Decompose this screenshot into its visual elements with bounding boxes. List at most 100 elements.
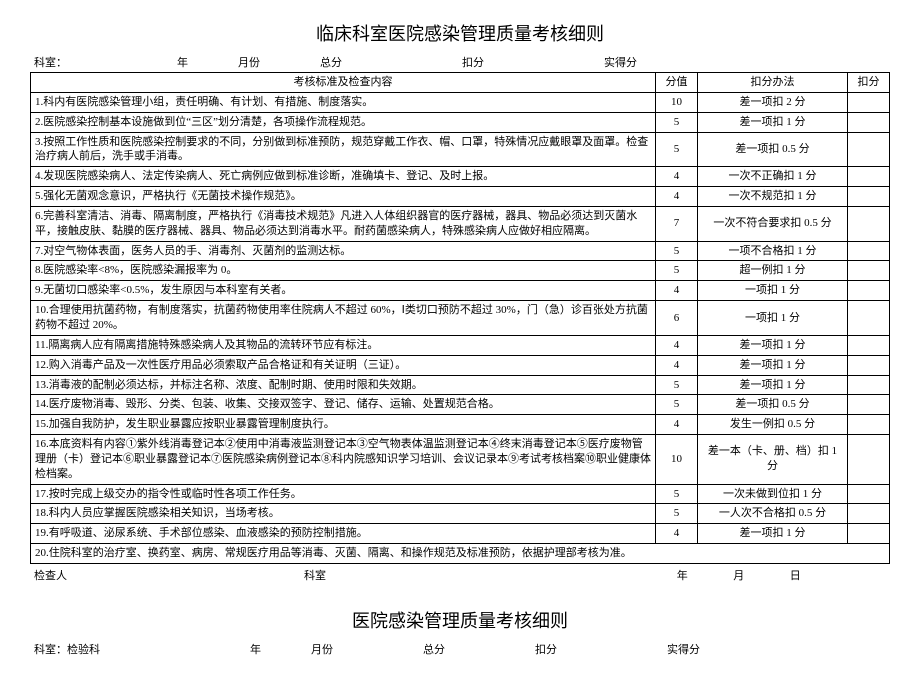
row-content: 3.按照工作性质和医院感染控制要求的不同，分别做到标准预防，规范穿戴工作衣、帽、… (31, 132, 656, 167)
table-row: 15.加强自我防护，发生职业暴露应按职业暴露管理制度执行。4发生一例扣 0.5 … (31, 415, 890, 435)
table-row: 16.本底资料有内容①紫外线消毒登记本②使用中消毒液监测登记本③空气物表体温监测… (31, 435, 890, 485)
row-score: 4 (656, 335, 698, 355)
row-score: 4 (656, 524, 698, 544)
row-score: 5 (656, 375, 698, 395)
row-score: 4 (656, 187, 698, 207)
row-score: 5 (656, 504, 698, 524)
row-deduct (848, 504, 890, 524)
table-row: 7.对空气物体表面，医务人员的手、消毒剂、灭菌剂的监测达标。5一项不合格扣 1 … (31, 241, 890, 261)
row-method: 一项扣 1 分 (698, 301, 848, 336)
row-content: 18.科内人员应掌握医院感染相关知识，当场考核。 (31, 504, 656, 524)
row-content: 10.合理使用抗菌药物，有制度落实，抗菌药物使用率住院病人不超过 60%，Ⅰ类切… (31, 301, 656, 336)
row-deduct (848, 355, 890, 375)
row-deduct (848, 435, 890, 485)
col-score-header: 分值 (656, 73, 698, 93)
table-row: 20.住院科室的治疗室、换药室、病房、常规医疗用品等消毒、灭菌、隔离、和操作规范… (31, 544, 890, 564)
row-score: 4 (656, 415, 698, 435)
row-deduct (848, 375, 890, 395)
row-score: 4 (656, 167, 698, 187)
table-row: 12.购入消毒产品及一次性医疗用品必须索取产品合格证和有关证明（三证）。4差一项… (31, 355, 890, 375)
row-deduct (848, 261, 890, 281)
checker-label: 检查人 (34, 567, 304, 583)
row-content: 19.有呼吸道、泌尿系统、手术部位感染、血液感染的预防控制措施。 (31, 524, 656, 544)
table-row: 5.强化无菌观念意识，严格执行《无菌技术操作规范》。4一次不规范扣 1 分 (31, 187, 890, 207)
row-method: 差一项扣 2 分 (698, 92, 848, 112)
total-label: 总分 (320, 54, 342, 70)
row-content: 13.消毒液的配制必须达标，并标注名称、浓度、配制时期、使用时限和失效期。 (31, 375, 656, 395)
year-label: 年 (177, 54, 188, 70)
row-score: 6 (656, 301, 698, 336)
row-method: 差一本（卡、册、档）扣 1 分 (698, 435, 848, 485)
row-content: 20.住院科室的治疗室、换药室、病房、常规医疗用品等消毒、灭菌、隔离、和操作规范… (31, 544, 890, 564)
table-row: 6.完善科室清洁、消毒、隔离制度，严格执行《消毒技术规范》凡进入人体组织器官的医… (31, 206, 890, 241)
row-deduct (848, 241, 890, 261)
row-method: 差一项扣 1 分 (698, 375, 848, 395)
row-deduct (848, 301, 890, 336)
row-content: 12.购入消毒产品及一次性医疗用品必须索取产品合格证和有关证明（三证）。 (31, 355, 656, 375)
actual2-label: 实得分 (667, 641, 700, 657)
row-method: 差一项扣 1 分 (698, 335, 848, 355)
row-method: 超一例扣 1 分 (698, 261, 848, 281)
table-row: 3.按照工作性质和医院感染控制要求的不同，分别做到标准预防，规范穿戴工作衣、帽、… (31, 132, 890, 167)
footer-date: 年 月 日 (574, 567, 886, 583)
row-content: 17.按时完成上级交办的指令性或临时性各项工作任务。 (31, 484, 656, 504)
doc1-header-row: 科室： 年 月份 总分 扣分 实得分 (30, 54, 890, 70)
table-row: 13.消毒液的配制必须达标，并标注名称、浓度、配制时期、使用时限和失效期。5差一… (31, 375, 890, 395)
total2-label: 总分 (423, 641, 445, 657)
row-score: 10 (656, 92, 698, 112)
row-score: 5 (656, 241, 698, 261)
row-content: 11.隔离病人应有隔离措施特殊感染病人及其物品的流转环节应有标注。 (31, 335, 656, 355)
month-label: 月份 (238, 54, 260, 70)
row-score: 5 (656, 484, 698, 504)
row-content: 2.医院感染控制基本设施做到位“三区”划分清楚，各项操作流程规范。 (31, 112, 656, 132)
assessment-table: 考核标准及检查内容 分值 扣分办法 扣分 1.科内有医院感染管理小组，责任明确、… (30, 72, 890, 564)
col-method-header: 扣分办法 (698, 73, 848, 93)
row-content: 9.无菌切口感染率<0.5%，发生原因与本科室有关者。 (31, 281, 656, 301)
table-row: 19.有呼吸道、泌尿系统、手术部位感染、血液感染的预防控制措施。4差一项扣 1 … (31, 524, 890, 544)
row-method: 差一项扣 1 分 (698, 355, 848, 375)
row-score: 5 (656, 395, 698, 415)
deduct-label: 扣分 (462, 54, 484, 70)
actual-label: 实得分 (604, 54, 637, 70)
row-content: 4.发现医院感染病人、法定传染病人、死亡病例应做到标准诊断，准确填卡、登记、及时… (31, 167, 656, 187)
col-content-header: 考核标准及检查内容 (31, 73, 656, 93)
doc2-title: 医院感染管理质量考核细则 (30, 607, 890, 633)
row-deduct (848, 112, 890, 132)
table-row: 8.医院感染率<8%，医院感染漏报率为 0。5超一例扣 1 分 (31, 261, 890, 281)
row-method: 一次未做到位扣 1 分 (698, 484, 848, 504)
doc2-header-row: 科室：检验科 年 月份 总分 扣分 实得分 (30, 641, 890, 657)
row-score: 5 (656, 132, 698, 167)
row-content: 14.医疗废物消毒、毁形、分类、包装、收集、交接双签字、登记、储存、运输、处置规… (31, 395, 656, 415)
row-method: 一次不正确扣 1 分 (698, 167, 848, 187)
row-content: 1.科内有医院感染管理小组，责任明确、有计划、有措施、制度落实。 (31, 92, 656, 112)
table-row: 18.科内人员应掌握医院感染相关知识，当场考核。5一人次不合格扣 0.5 分 (31, 504, 890, 524)
row-content: 16.本底资料有内容①紫外线消毒登记本②使用中消毒液监测登记本③空气物表体温监测… (31, 435, 656, 485)
row-deduct (848, 415, 890, 435)
doc1-footer-row: 检查人 科室 年 月 日 (30, 567, 890, 583)
row-method: 差一项扣 1 分 (698, 112, 848, 132)
row-deduct (848, 92, 890, 112)
row-deduct (848, 335, 890, 355)
row-method: 差一项扣 0.5 分 (698, 395, 848, 415)
row-score: 4 (656, 281, 698, 301)
row-deduct (848, 524, 890, 544)
month2-label: 月份 (311, 641, 333, 657)
row-deduct (848, 281, 890, 301)
row-content: 15.加强自我防护，发生职业暴露应按职业暴露管理制度执行。 (31, 415, 656, 435)
row-content: 8.医院感染率<8%，医院感染漏报率为 0。 (31, 261, 656, 281)
row-content: 7.对空气物体表面，医务人员的手、消毒剂、灭菌剂的监测达标。 (31, 241, 656, 261)
row-method: 一人次不合格扣 0.5 分 (698, 504, 848, 524)
row-deduct (848, 167, 890, 187)
row-score: 5 (656, 261, 698, 281)
table-row: 1.科内有医院感染管理小组，责任明确、有计划、有措施、制度落实。10差一项扣 2… (31, 92, 890, 112)
table-row: 17.按时完成上级交办的指令性或临时性各项工作任务。5一次未做到位扣 1 分 (31, 484, 890, 504)
row-score: 4 (656, 355, 698, 375)
row-method: 差一项扣 1 分 (698, 524, 848, 544)
footer-dept-label: 科室 (304, 567, 574, 583)
row-method: 一项不合格扣 1 分 (698, 241, 848, 261)
row-deduct (848, 484, 890, 504)
row-content: 6.完善科室清洁、消毒、隔离制度，严格执行《消毒技术规范》凡进入人体组织器官的医… (31, 206, 656, 241)
table-row: 14.医疗废物消毒、毁形、分类、包装、收集、交接双签字、登记、储存、运输、处置规… (31, 395, 890, 415)
row-method: 发生一例扣 0.5 分 (698, 415, 848, 435)
year2-label: 年 (250, 641, 261, 657)
